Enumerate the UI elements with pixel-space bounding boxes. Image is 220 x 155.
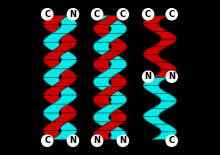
Polygon shape [108, 24, 127, 33]
Polygon shape [43, 86, 68, 95]
Text: C: C [169, 136, 175, 145]
Text: N: N [70, 136, 77, 145]
Text: C: C [44, 136, 50, 145]
Polygon shape [43, 33, 68, 42]
Polygon shape [152, 39, 177, 47]
Polygon shape [108, 77, 127, 86]
Polygon shape [152, 132, 177, 140]
Polygon shape [96, 86, 124, 95]
Circle shape [67, 9, 79, 20]
Polygon shape [96, 69, 124, 78]
Polygon shape [52, 113, 77, 122]
Polygon shape [43, 131, 68, 140]
Polygon shape [93, 113, 112, 122]
Polygon shape [93, 131, 112, 140]
Polygon shape [96, 122, 124, 131]
Polygon shape [43, 60, 68, 69]
Polygon shape [52, 33, 77, 42]
Polygon shape [96, 104, 124, 113]
Text: C: C [120, 10, 126, 19]
Polygon shape [108, 95, 127, 104]
Polygon shape [43, 77, 68, 86]
Polygon shape [96, 86, 124, 95]
Polygon shape [43, 69, 68, 78]
Circle shape [143, 9, 154, 20]
Polygon shape [52, 16, 77, 24]
Polygon shape [152, 62, 177, 70]
Text: C: C [44, 10, 50, 19]
Polygon shape [43, 24, 68, 33]
Text: N: N [145, 72, 152, 81]
Circle shape [166, 71, 177, 82]
Polygon shape [96, 69, 124, 78]
Text: N: N [94, 136, 101, 145]
Polygon shape [52, 69, 77, 78]
Polygon shape [43, 113, 68, 122]
Polygon shape [52, 86, 77, 95]
Polygon shape [52, 60, 77, 69]
Text: N: N [119, 136, 126, 145]
Circle shape [42, 135, 53, 146]
Polygon shape [108, 113, 127, 122]
Polygon shape [43, 16, 68, 24]
Circle shape [166, 9, 177, 20]
Text: N: N [70, 10, 77, 19]
Text: N: N [168, 72, 175, 81]
Polygon shape [43, 42, 68, 51]
Text: C: C [169, 10, 175, 19]
Polygon shape [152, 70, 177, 78]
Polygon shape [52, 122, 77, 131]
Polygon shape [143, 116, 168, 124]
Polygon shape [143, 46, 168, 54]
Polygon shape [52, 42, 77, 51]
Polygon shape [96, 104, 124, 113]
Text: C: C [94, 10, 100, 19]
Polygon shape [96, 33, 124, 42]
Polygon shape [96, 51, 124, 60]
Text: C: C [145, 10, 151, 19]
Polygon shape [143, 54, 168, 62]
Polygon shape [43, 104, 68, 113]
Circle shape [92, 135, 103, 146]
Polygon shape [108, 131, 127, 140]
Polygon shape [152, 101, 177, 109]
Polygon shape [152, 93, 177, 101]
Circle shape [92, 9, 103, 20]
Polygon shape [143, 108, 168, 116]
Polygon shape [143, 23, 168, 31]
Polygon shape [52, 24, 77, 33]
Polygon shape [52, 104, 77, 113]
Polygon shape [52, 131, 77, 140]
Polygon shape [152, 124, 177, 132]
Circle shape [166, 135, 177, 146]
Polygon shape [108, 60, 127, 69]
Circle shape [117, 9, 128, 20]
Circle shape [42, 9, 53, 20]
Polygon shape [143, 78, 167, 86]
Polygon shape [143, 16, 167, 24]
Polygon shape [43, 95, 68, 104]
Polygon shape [96, 16, 124, 24]
Polygon shape [96, 122, 124, 131]
Circle shape [67, 135, 79, 146]
Polygon shape [152, 31, 177, 39]
Polygon shape [93, 42, 112, 51]
Polygon shape [43, 51, 68, 60]
Polygon shape [108, 42, 127, 51]
Polygon shape [52, 77, 77, 86]
Polygon shape [96, 16, 124, 24]
Circle shape [117, 135, 128, 146]
Polygon shape [96, 33, 124, 42]
Polygon shape [143, 85, 168, 93]
Polygon shape [93, 77, 112, 86]
Polygon shape [43, 122, 68, 131]
Polygon shape [96, 51, 124, 60]
Circle shape [143, 71, 154, 82]
Polygon shape [52, 51, 77, 60]
Polygon shape [52, 95, 77, 104]
Polygon shape [93, 24, 112, 33]
Polygon shape [93, 95, 112, 104]
Polygon shape [93, 60, 112, 69]
